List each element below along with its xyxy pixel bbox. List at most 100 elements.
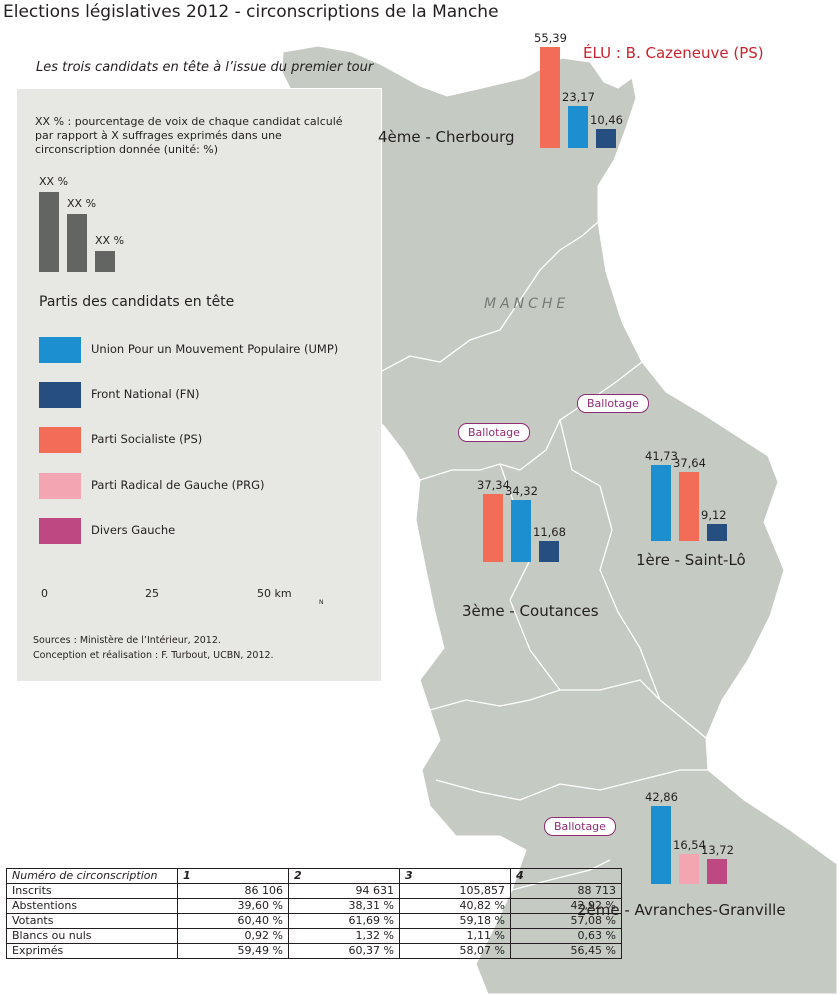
legend-label: Parti Socialiste (PS) [91,432,203,446]
table-header-cell: Numéro de circonscription [6,868,178,884]
table-cell: 86 106 [177,883,289,899]
table-header-cell: 3 [399,868,511,884]
table-cell: 56,45 % [510,943,622,959]
table-cell: 58,07 % [399,943,511,959]
table-header-cell: 2 [288,868,400,884]
result-value-label: 34,32 [505,484,538,498]
legend-sample-label: XX % [39,175,69,188]
legend-sample-bar [39,192,59,272]
result-value-label: 13,72 [701,843,734,857]
circonscription-name: 2ème - Avranches-Granville [577,901,786,919]
result-bar [679,854,699,884]
legend-sample-bar [95,251,115,272]
table-row: Blancs ou nuls 0,92 % 1,32 % 1,11 % 0,63 % [6,928,622,944]
table-cell: 88 713 [510,883,622,899]
table-cell: 39,60 % [177,898,289,914]
table-cell: 60,37 % [288,943,400,959]
north-arrow-letter: N [319,599,324,606]
result-bar [540,47,560,148]
table-row: Votants 60,40 % 61,69 % 59,18 % 57,08 % [6,913,622,929]
table-header-cell: 4 [510,868,622,884]
credits-line: Conception et réalisation : F. Turbout, … [33,650,274,661]
result-value-label: 16,54 [673,838,706,852]
scale-tick-label: 0 [41,587,48,600]
statistics-table: Numéro de circonscription 1 2 3 4 Inscri… [6,868,622,959]
result-bar [707,859,727,884]
result-value-label: 42,86 [645,790,678,804]
legend-note: XX % : pourcentage de voix de chaque can… [35,115,343,156]
ballotage-badge: Ballotage [458,423,530,442]
table-cell: 60,40 % [177,913,289,929]
circonscription-name: 1ère - Saint-Lô [636,551,746,569]
ballotage-badge: Ballotage [577,394,649,413]
circonscription-name: 3ème - Coutances [462,602,599,620]
legend-parties-heading: Partis des candidats en tête [39,294,235,310]
legend-panel: XX % : pourcentage de voix de chaque can… [16,88,382,682]
table-row: Exprimés 59,49 % 60,37 % 58,07 % 56,45 % [6,943,622,959]
table-cell: 61,69 % [288,913,400,929]
table-header-row: Numéro de circonscription 1 2 3 4 [6,868,622,884]
table-cell: 59,49 % [177,943,289,959]
legend-swatch [39,473,81,499]
result-bar [568,106,588,148]
result-value-label: 9,12 [701,508,727,522]
scale-tick-label: 50 km [257,587,292,600]
result-bar [511,500,531,562]
result-value-label: 11,68 [533,525,566,539]
scale-tick-label: 25 [145,587,159,600]
table-row: Inscrits 86 106 94 631 105,857 88 713 [6,883,622,899]
result-bar [483,494,503,562]
result-bar [707,524,727,541]
table-body: Inscrits 86 106 94 631 105,857 88 713 Abstent… [6,883,622,959]
table-cell: 0,92 % [177,928,289,944]
legend-sample-label: XX % [95,234,125,247]
result-value-label: 55,39 [534,31,567,45]
legend-sample-label: XX % [67,197,97,210]
legend-swatch [39,427,81,453]
result-value-label: 23,17 [562,90,595,104]
table-row-label: Votants [6,913,178,929]
legend-sample-bar [67,214,87,272]
legend-swatch [39,518,81,544]
table-row-label: Abstentions [6,898,178,914]
result-bar [651,465,671,541]
table-cell: 105,857 [399,883,511,899]
table-cell: 59,18 % [399,913,511,929]
table-cell: 1,32 % [288,928,400,944]
sources-text: Sources : Ministère de l’Intérieur, 2012… [33,633,274,663]
table-row: Abstentions 39,60 % 38,31 % 40,82 % 42,92 % [6,898,622,914]
table-cell: 0,63 % [510,928,622,944]
legend-label: Parti Radical de Gauche (PRG) [91,478,265,492]
sources-line: Sources : Ministère de l’Intérieur, 2012… [33,635,221,646]
legend-label: Front National (FN) [91,387,200,401]
result-bar [679,472,699,541]
result-value-label: 10,46 [590,113,623,127]
legend-label: Divers Gauche [91,523,176,537]
table-row-label: Inscrits [6,883,178,899]
result-bar [539,541,559,562]
table-cell: 38,31 % [288,898,400,914]
result-value-label: 37,34 [477,478,510,492]
legend-label: Union Pour un Mouvement Populaire (UMP) [91,342,339,356]
circonscription-borders [349,221,708,891]
table-row-label: Blancs ou nuls [6,928,178,944]
result-value-label: 37,64 [673,456,706,470]
result-value-label: 41,73 [645,449,678,463]
legend-swatch [39,337,81,363]
circonscription-name: 4ème - Cherbourg [378,128,515,146]
table-header-cell: 1 [177,868,289,884]
table-cell: 40,82 % [399,898,511,914]
table-cell: 42,92 % [510,898,622,914]
map-subtitle: Les trois candidats en tête à l’issue du… [36,60,374,75]
table-cell: 94 631 [288,883,400,899]
legend-swatch [39,382,81,408]
department-label: MANCHE [484,296,570,312]
table-row-label: Exprimés [6,943,178,959]
elected-candidate-label: ÉLU : B. Cazeneuve (PS) [583,44,764,62]
result-bar [651,806,671,884]
result-bar [596,129,616,148]
table-cell: 57,08 % [510,913,622,929]
table-cell: 1,11 % [399,928,511,944]
map-title: Elections législatives 2012 - circonscri… [3,2,499,22]
ballotage-badge: Ballotage [544,817,616,836]
